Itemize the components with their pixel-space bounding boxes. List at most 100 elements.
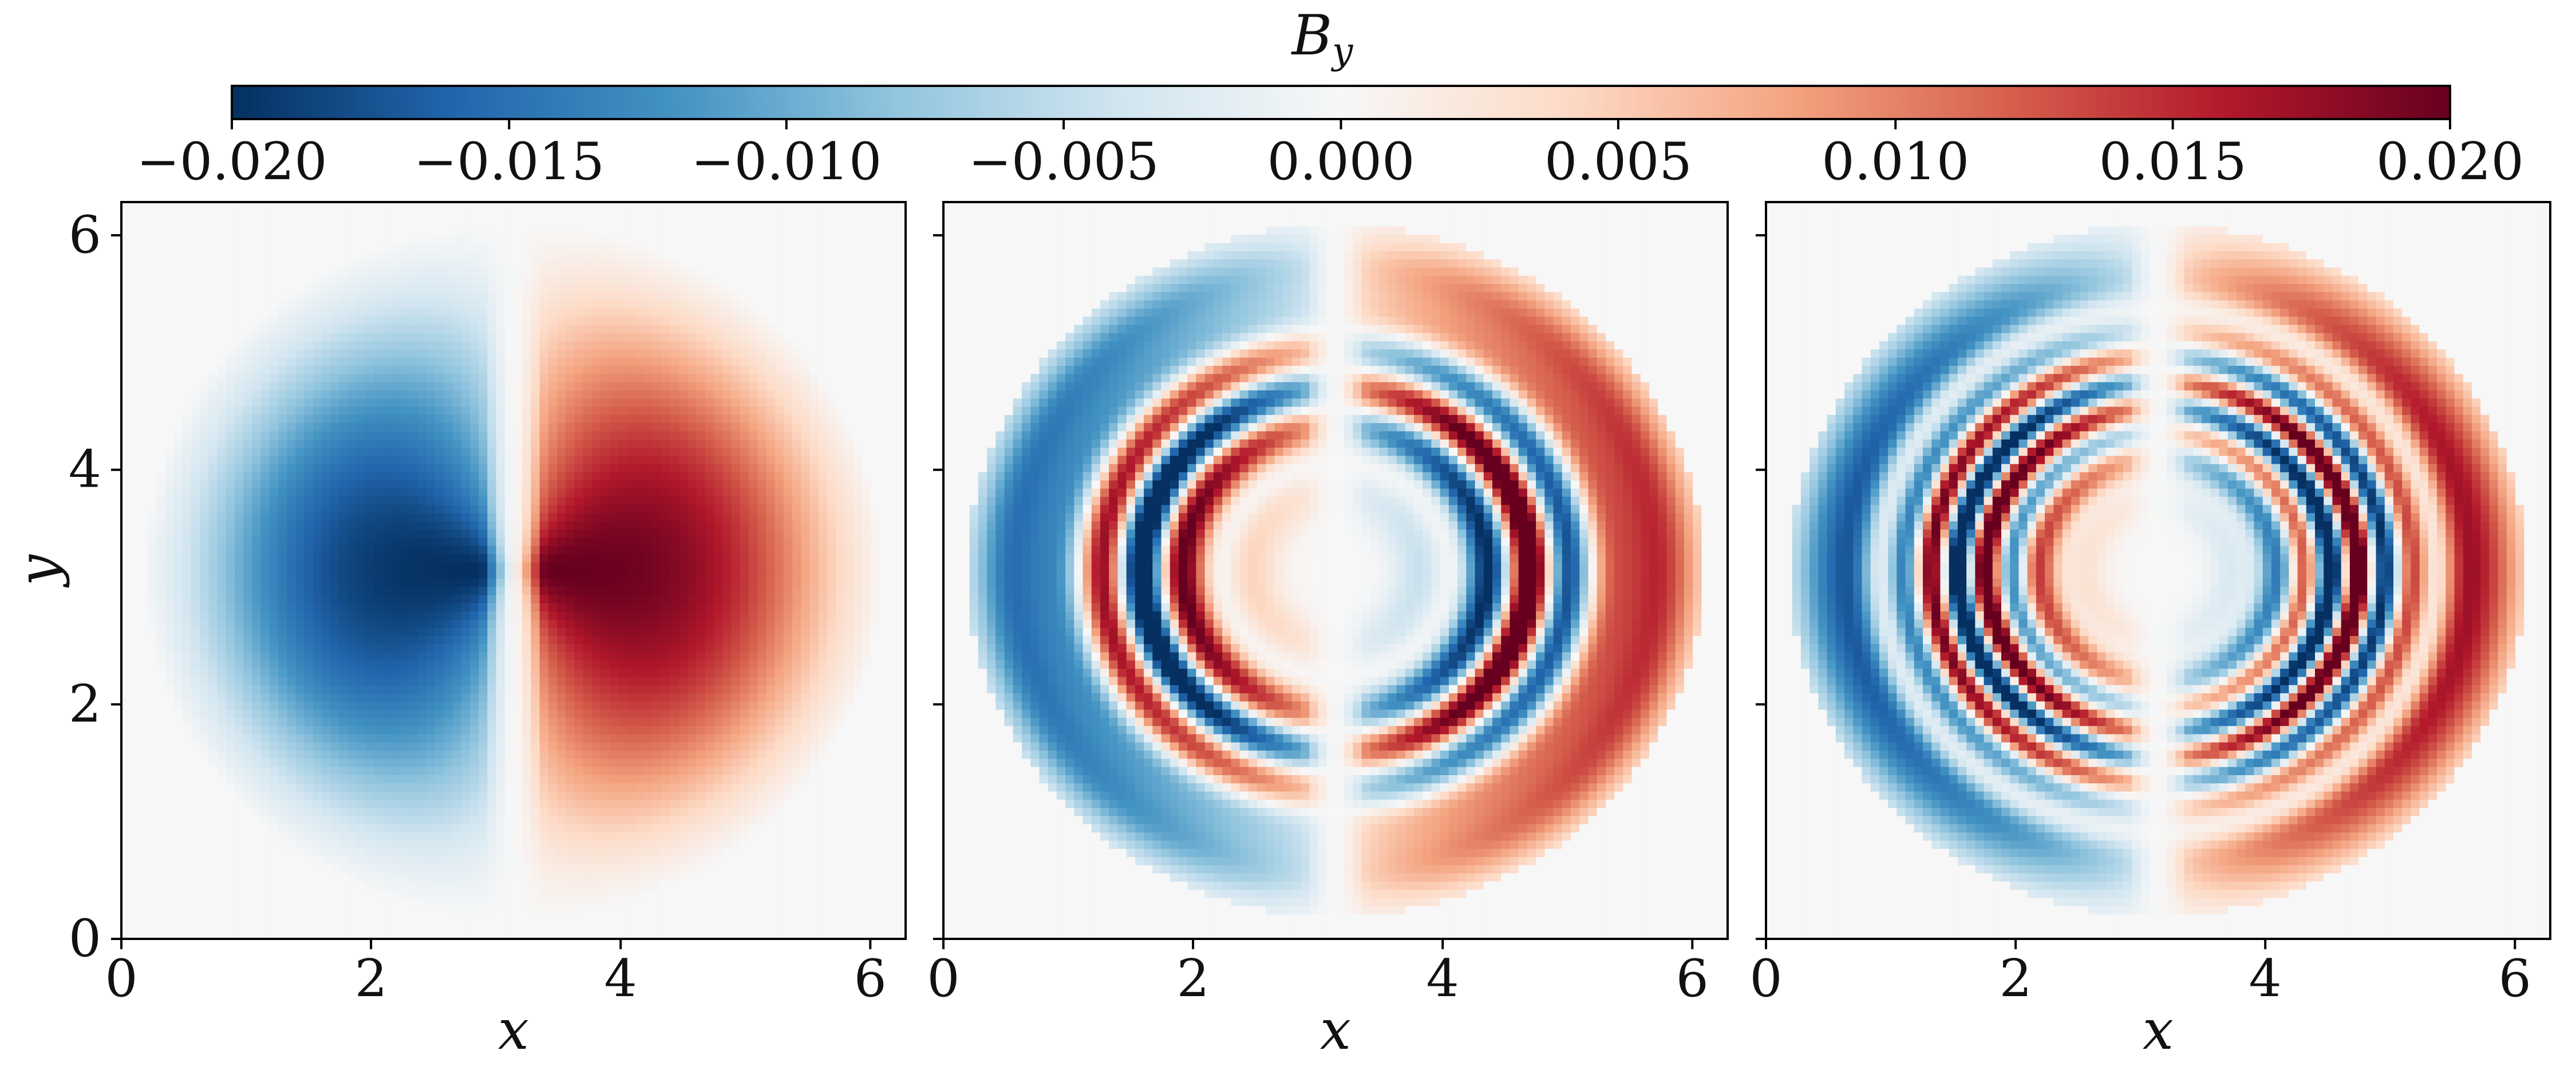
heatmap-cell [139, 627, 148, 637]
heatmap-cell [557, 357, 566, 366]
heatmap-cell [879, 505, 889, 514]
heatmap-cell [461, 382, 471, 391]
heatmap-cell [531, 414, 540, 424]
heatmap-cell [139, 349, 148, 358]
heatmap-cell [775, 603, 784, 612]
heatmap-cell [217, 374, 227, 383]
heatmap-cell [295, 488, 305, 497]
heatmap-cell [200, 218, 209, 227]
heatmap-cell [626, 406, 636, 416]
heatmap-cell [513, 513, 523, 522]
heatmap-cell [347, 595, 357, 604]
heatmap-cell [749, 325, 758, 334]
heatmap-cell [766, 431, 776, 440]
heatmap-cell [644, 513, 654, 522]
heatmap-cell [165, 488, 174, 497]
heatmap-cell [740, 513, 749, 522]
heatmap-cell [670, 210, 679, 219]
heatmap-cell [809, 570, 819, 579]
heatmap-cell [809, 382, 819, 391]
heatmap-cell [417, 439, 427, 448]
heatmap-cell [469, 521, 479, 530]
heatmap-cell [217, 448, 227, 456]
heatmap-cell [635, 570, 645, 579]
heatmap-cell [775, 496, 784, 506]
heatmap-cell [531, 235, 540, 244]
heatmap-cell [461, 325, 471, 334]
heatmap-cell [173, 317, 183, 326]
heatmap-cell [313, 448, 322, 456]
heatmap-cell [409, 414, 418, 424]
heatmap-cell [548, 538, 558, 547]
heatmap-cell [818, 333, 828, 342]
heatmap-cell [374, 538, 384, 547]
heatmap-cell [557, 210, 566, 219]
heatmap-cell [714, 521, 723, 530]
heatmap-cell [644, 521, 654, 530]
heatmap-cell [313, 456, 322, 465]
heatmap-cell [504, 562, 514, 571]
heatmap-cell [156, 635, 165, 645]
heatmap-cell [661, 546, 671, 555]
heatmap-cell [574, 439, 584, 448]
heatmap-cell [278, 488, 287, 497]
heatmap-cell [200, 325, 209, 334]
heatmap-cell [156, 202, 165, 211]
heatmap-cell [853, 538, 863, 547]
heatmap-cell [557, 431, 566, 440]
heatmap-cell [740, 538, 749, 547]
heatmap-cell [801, 505, 811, 514]
heatmap-cell [766, 259, 776, 268]
heatmap-cell [496, 521, 505, 530]
heatmap-cell [243, 627, 252, 637]
heatmap-cell [653, 390, 662, 399]
heatmap-cell [295, 325, 305, 334]
heatmap-cell [775, 308, 784, 317]
heatmap-cell [888, 530, 898, 538]
heatmap-cell [618, 578, 627, 587]
heatmap-cell [139, 423, 148, 432]
heatmap-cell [208, 448, 218, 456]
heatmap-cell [661, 530, 671, 538]
heatmap-cell [121, 333, 131, 342]
heatmap-cell [269, 275, 279, 285]
heatmap-cell [600, 259, 610, 268]
heatmap-cell [269, 619, 279, 629]
heatmap-cell [200, 570, 209, 579]
heatmap-cell [600, 464, 610, 473]
heatmap-cell [600, 627, 610, 637]
heatmap-cell [626, 578, 636, 587]
heatmap-cell [722, 325, 732, 334]
heatmap-cell [469, 390, 479, 399]
heatmap-cell [888, 333, 898, 342]
heatmap-cell [173, 652, 183, 661]
heatmap-cell [661, 366, 671, 374]
heatmap-cell [766, 505, 776, 514]
heatmap-cell [600, 251, 610, 260]
heatmap-cell [400, 235, 409, 244]
heatmap-cell [714, 251, 723, 260]
heatmap-cell [818, 546, 828, 555]
heatmap-cell [844, 635, 854, 645]
heatmap-cell [818, 595, 828, 604]
heatmap-cell [775, 235, 784, 244]
heatmap-cell [827, 226, 836, 235]
heatmap-cell [688, 317, 697, 326]
colorbar-tick-label: −0.005 [969, 132, 1159, 192]
heatmap-cell [626, 267, 636, 277]
heatmap-cell [365, 546, 375, 555]
heatmap-cell [749, 414, 758, 424]
colorbar-label-base: B [1291, 3, 1333, 68]
heatmap-cell [888, 611, 898, 620]
heatmap-cell [217, 488, 227, 497]
heatmap-cell [862, 635, 871, 645]
heatmap-cell [566, 505, 575, 514]
heatmap-cell [809, 284, 819, 293]
heatmap-cell [287, 259, 297, 268]
heatmap-cell [479, 488, 488, 497]
heatmap-cell [600, 570, 610, 579]
heatmap-cell [330, 635, 340, 645]
heatmap-cell [635, 235, 645, 244]
heatmap-cell [757, 472, 767, 481]
heatmap-cell [679, 530, 689, 538]
